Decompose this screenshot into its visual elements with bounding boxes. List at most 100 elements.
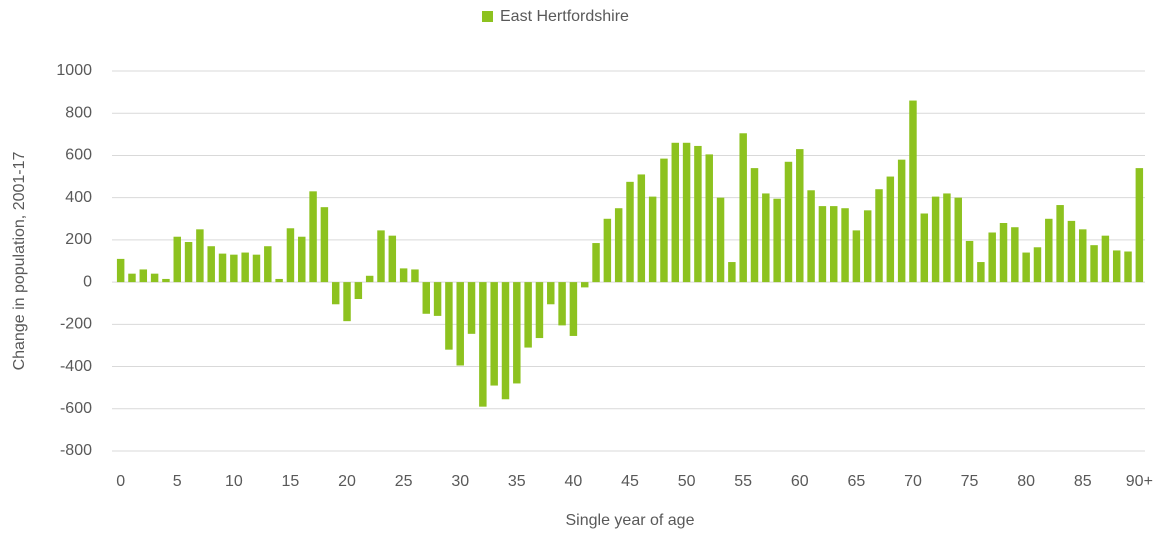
bar	[116, 258, 125, 283]
bar	[762, 193, 770, 283]
bar	[931, 196, 940, 283]
bar	[773, 198, 781, 283]
y-tick-label: -800	[60, 442, 92, 459]
bar	[275, 278, 283, 283]
x-tick-label: 45	[621, 473, 639, 490]
bar	[796, 149, 804, 283]
bar	[886, 176, 895, 283]
bar	[716, 197, 725, 283]
y-tick-label: 1000	[56, 62, 92, 79]
bar	[648, 196, 657, 283]
bar	[988, 232, 996, 283]
bar	[388, 235, 397, 283]
bar	[1022, 252, 1030, 283]
y-tick-label: -400	[60, 358, 92, 375]
bar	[467, 282, 476, 334]
bar	[1112, 250, 1121, 283]
x-tick-label: 0	[116, 473, 125, 490]
bar	[1101, 235, 1110, 283]
bar	[852, 230, 861, 283]
x-tick-label: 30	[451, 473, 469, 490]
bar	[1011, 227, 1019, 283]
bar	[954, 197, 962, 283]
bar	[490, 282, 498, 386]
bar	[173, 236, 181, 283]
x-tick-label: 5	[173, 473, 182, 490]
bar	[411, 269, 419, 283]
bar	[501, 282, 510, 400]
bar	[863, 210, 872, 283]
bar	[150, 273, 159, 283]
y-tick-label: 400	[65, 189, 92, 206]
x-axis-label: Single year of age	[566, 512, 695, 529]
bar	[513, 282, 521, 384]
x-tick-label: 20	[338, 473, 356, 490]
bar	[422, 282, 430, 314]
bar	[580, 282, 589, 288]
x-tick-label: 75	[961, 473, 979, 490]
bar	[298, 236, 306, 283]
bar	[128, 273, 136, 283]
x-tick-label: 10	[225, 473, 243, 490]
bar	[694, 145, 702, 283]
bar	[682, 142, 691, 283]
x-tick-label: 85	[1074, 473, 1092, 490]
bar	[241, 252, 249, 283]
y-axis-label: Change in population, 2001-17	[11, 151, 28, 370]
y-tick-label: 0	[83, 273, 92, 290]
bar	[535, 282, 544, 339]
bar	[1056, 205, 1064, 283]
bar	[162, 278, 170, 283]
bar	[331, 282, 340, 305]
bar	[671, 142, 680, 283]
y-tick-label: -600	[60, 400, 92, 417]
bar	[184, 242, 193, 283]
bar	[739, 133, 747, 283]
bar	[920, 213, 929, 283]
x-tick-label: 90+	[1126, 473, 1153, 490]
bar	[196, 229, 204, 283]
y-tick-label: 600	[65, 147, 92, 164]
bar	[626, 181, 634, 283]
bar	[569, 282, 578, 336]
bar	[286, 228, 295, 283]
bar	[728, 262, 736, 283]
y-tick-label: -200	[60, 316, 92, 333]
bar	[965, 240, 974, 283]
bar	[1135, 168, 1144, 283]
bar	[309, 191, 317, 283]
y-tick-label: 800	[65, 104, 92, 121]
bar	[818, 206, 827, 283]
bar	[1045, 218, 1053, 283]
x-tick-label: 35	[508, 473, 526, 490]
bar	[252, 254, 261, 283]
y-tick-label: 200	[65, 231, 92, 248]
x-tick-label: 15	[282, 473, 300, 490]
bar	[897, 159, 906, 283]
bar	[230, 254, 238, 283]
bar	[1124, 251, 1132, 283]
bar	[264, 246, 272, 283]
legend-swatch	[482, 11, 493, 22]
bar	[943, 193, 951, 283]
bar	[354, 282, 363, 299]
x-tick-label: 60	[791, 473, 809, 490]
x-tick-label: 70	[904, 473, 922, 490]
x-tick-label: 80	[1017, 473, 1035, 490]
bar	[479, 282, 487, 407]
bar	[784, 161, 793, 283]
bar	[977, 262, 985, 283]
bar	[750, 168, 759, 283]
x-tick-label: 40	[565, 473, 583, 490]
x-tick-label: 25	[395, 473, 413, 490]
bar	[433, 282, 442, 316]
bar	[365, 275, 374, 283]
bar	[705, 154, 713, 283]
bar	[909, 100, 917, 283]
bar	[1090, 245, 1098, 283]
bar	[456, 282, 464, 366]
bar	[637, 174, 646, 283]
bar	[139, 269, 148, 283]
bar	[603, 218, 612, 283]
